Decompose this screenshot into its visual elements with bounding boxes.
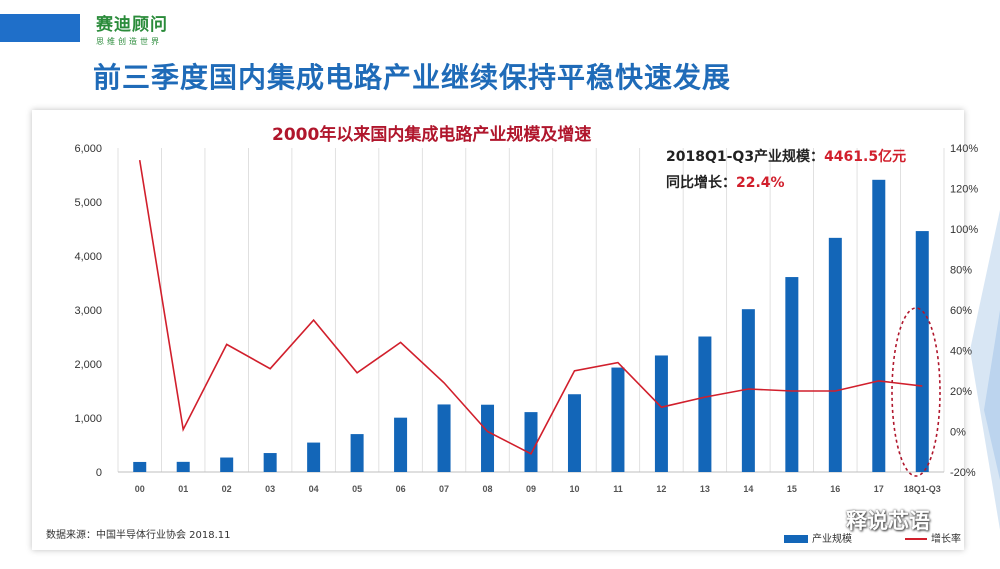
slide-title: 前三季度国内集成电路产业继续保持平稳快速发展 <box>93 61 732 94</box>
x-tick-label: 00 <box>135 484 145 494</box>
annotation-growth: 同比增长：22.4% <box>666 172 785 192</box>
x-tick-label: 07 <box>439 484 449 494</box>
legend-line-swatch <box>905 538 927 540</box>
bar <box>394 417 408 472</box>
x-tick-label: 06 <box>396 484 406 494</box>
x-tick-label: 18Q1-Q3 <box>904 484 941 494</box>
annotation-growth-value: 22.4% <box>736 175 785 191</box>
header-accent-bar <box>0 14 80 42</box>
bar <box>698 336 712 472</box>
wechat-icon <box>818 513 840 530</box>
x-tick-label: 08 <box>483 484 493 494</box>
legend-bar-swatch <box>784 535 808 543</box>
x-tick-label: 13 <box>700 484 710 494</box>
bar <box>611 367 625 472</box>
y2-tick-label: 100% <box>950 224 978 236</box>
y-tick-label: 3,000 <box>74 305 102 317</box>
annotation-growth-label: 同比增长： <box>666 175 736 191</box>
y-tick-label: 2,000 <box>74 359 102 371</box>
y2-tick-label: 40% <box>950 346 972 358</box>
x-tick-label: 01 <box>178 484 188 494</box>
x-tick-label: 16 <box>830 484 840 494</box>
y2-tick-label: 0% <box>950 427 966 439</box>
x-tick-label: 12 <box>656 484 666 494</box>
bar <box>307 442 321 472</box>
x-tick-label: 03 <box>265 484 275 494</box>
legend-line-label: 增长率 <box>931 534 961 545</box>
bar <box>263 453 277 472</box>
x-tick-label: 09 <box>526 484 536 494</box>
decorative-graphic <box>970 210 1000 530</box>
bar <box>741 309 755 472</box>
legend-item-line: 增长率 <box>905 530 961 545</box>
x-tick-label: 15 <box>787 484 797 494</box>
annotation-scale-label: 2018Q1-Q3产业规模： <box>666 149 825 165</box>
y-tick-label: 6,000 <box>74 143 102 155</box>
annotation-scale-value: 4461.5亿元 <box>824 149 907 165</box>
legend-item-bar: 产业规模 <box>784 530 852 545</box>
x-tick-label: 10 <box>569 484 579 494</box>
x-tick-label: 04 <box>309 484 319 494</box>
y-tick-label: 1,000 <box>74 413 102 425</box>
x-tick-label: 11 <box>613 484 623 494</box>
bar <box>176 461 190 472</box>
chart-title: 2000年以来国内集成电路产业规模及增速 <box>272 125 592 145</box>
y2-tick-label: 140% <box>950 143 978 155</box>
bar <box>785 277 799 472</box>
y-tick-label: 5,000 <box>74 197 102 209</box>
y2-tick-label: -20% <box>950 467 976 479</box>
watermark: 释说芯语 <box>818 505 930 535</box>
y-tick-label: 4,000 <box>74 251 102 263</box>
bar <box>481 404 495 472</box>
x-tick-label: 05 <box>352 484 362 494</box>
y-tick-label: 0 <box>96 467 102 479</box>
watermark-text: 释说芯语 <box>846 509 930 533</box>
bar <box>654 355 668 472</box>
highlight-ellipse <box>891 307 941 477</box>
y2-tick-label: 80% <box>950 265 972 277</box>
x-tick-label: 02 <box>222 484 232 494</box>
chart-panel <box>32 110 964 550</box>
y2-tick-label: 60% <box>950 305 972 317</box>
annotation-scale: 2018Q1-Q3产业规模：4461.5亿元 <box>666 146 906 166</box>
growth-line <box>138 159 923 455</box>
x-tick-label: 14 <box>743 484 753 494</box>
logo: 赛迪顾问 思维创造世界 <box>96 10 168 47</box>
bar <box>350 434 364 472</box>
bar <box>567 394 581 472</box>
logo-name: 赛迪顾问 <box>96 15 168 35</box>
legend-bar-label: 产业规模 <box>812 534 852 545</box>
data-source: 数据来源：中国半导体行业协会 2018.11 <box>46 530 231 541</box>
x-tick-label: 17 <box>874 484 884 494</box>
y2-tick-label: 120% <box>950 184 978 196</box>
y2-tick-label: 20% <box>950 386 972 398</box>
bar <box>828 237 842 472</box>
bar <box>220 457 234 472</box>
bar <box>524 412 538 472</box>
bar <box>872 179 886 472</box>
logo-tagline: 思维创造世界 <box>96 37 162 46</box>
bar <box>133 461 147 472</box>
bar <box>437 404 451 472</box>
bar <box>915 231 929 472</box>
